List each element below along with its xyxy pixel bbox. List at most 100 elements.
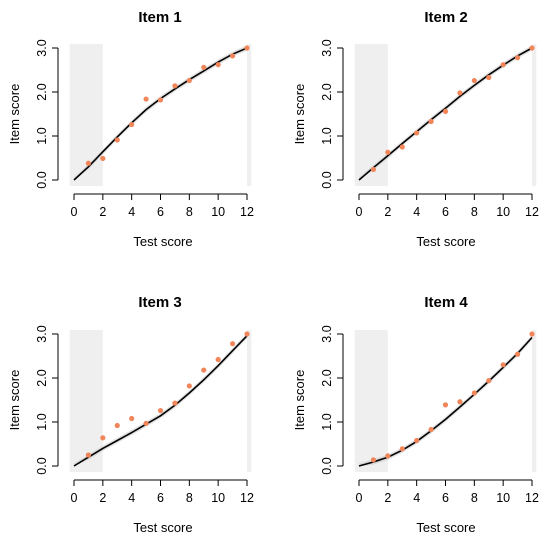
y-tick-label: 1.0 (320, 127, 334, 144)
data-point (129, 121, 135, 128)
x-tick-label: 12 (240, 491, 254, 505)
data-point (215, 62, 221, 68)
data-point (143, 96, 149, 102)
data-point (399, 446, 405, 452)
data-point (385, 149, 391, 155)
x-axis-label: Test score (416, 234, 475, 249)
data-point (143, 420, 149, 426)
panel-title: Item 2 (424, 9, 467, 26)
y-tick-label: 3.0 (35, 325, 49, 342)
data-point (385, 453, 391, 459)
data-point (370, 457, 377, 463)
y-tick-label: 0.0 (320, 457, 334, 474)
fitted-curve (73, 335, 248, 467)
panel-title: Item 3 (138, 294, 181, 311)
x-tick-label: 6 (157, 491, 164, 505)
y-axis-label: Item score (292, 84, 307, 145)
y-tick-label: 1.0 (320, 413, 334, 430)
data-point (457, 90, 463, 96)
y-tick-label: 2.0 (320, 83, 334, 100)
y-axis-label: Item score (7, 84, 22, 145)
x-tick-label: 10 (211, 491, 225, 505)
data-point (500, 62, 506, 68)
data-point (100, 435, 106, 441)
data-point (414, 437, 420, 444)
data-point (157, 407, 164, 414)
x-tick-label: 6 (442, 205, 449, 219)
y-tick-label: 3.0 (35, 39, 49, 56)
x-tick-label: 12 (525, 491, 539, 505)
data-point (85, 160, 92, 166)
y-tick-label: 0.0 (320, 171, 334, 188)
y-tick-label: 0.0 (35, 457, 49, 474)
data-point (457, 399, 463, 405)
data-point (500, 362, 506, 368)
panel-item-1: Item 1 Test score Item score 0 2 4 6 8 10 12 0.… (7, 9, 254, 249)
data-point (529, 331, 535, 337)
x-tick-label: 8 (186, 491, 193, 505)
x-tick-label: 4 (128, 491, 135, 505)
data-point (172, 83, 178, 89)
data-point (486, 74, 492, 81)
panel-item-4: Item 4 Test score Item score 0 2 4 6 8 10 12 0.… (292, 294, 539, 535)
data-point (414, 130, 420, 136)
shaded-region (247, 44, 252, 186)
data-point (399, 144, 405, 150)
data-point (244, 45, 250, 51)
data-point (471, 77, 477, 84)
data-point (244, 331, 250, 337)
x-tick-label: 12 (525, 205, 539, 219)
data-point (85, 452, 92, 458)
x-axis-label: Test score (133, 520, 192, 535)
data-point (215, 356, 221, 363)
shaded-region (69, 330, 103, 472)
x-tick-label: 6 (157, 205, 164, 219)
shaded-region (247, 330, 252, 472)
x-tick-label: 8 (186, 205, 193, 219)
x-tick-label: 10 (496, 205, 510, 219)
data-point (514, 55, 521, 61)
y-tick-label: 2.0 (35, 369, 49, 386)
x-tick-label: 10 (496, 491, 510, 505)
data-point (157, 97, 164, 103)
x-tick-label: 4 (413, 491, 420, 505)
y-tick-label: 1.0 (35, 413, 49, 430)
data-point (129, 415, 135, 422)
data-point (442, 108, 449, 114)
y-tick-label: 0.0 (35, 171, 49, 188)
data-point (186, 77, 192, 84)
x-tick-label: 0 (71, 491, 78, 505)
x-tick-label: 0 (71, 205, 78, 219)
x-tick-label: 0 (356, 205, 363, 219)
y-axis-label: Item score (292, 370, 307, 431)
data-point (114, 422, 120, 429)
panel-title: Item 1 (138, 9, 181, 26)
x-tick-label: 4 (413, 205, 420, 219)
shaded-region (532, 330, 537, 472)
shaded-region (354, 330, 388, 472)
panel-item-3: Item 3 Test score Item score 0 2 4 6 8 10 12 0.… (7, 294, 254, 535)
x-tick-label: 10 (211, 205, 225, 219)
x-tick-label: 12 (240, 205, 254, 219)
data-point (442, 402, 449, 408)
data-point (486, 378, 492, 384)
x-tick-label: 4 (128, 205, 135, 219)
panel-item-2: Item 2 Test score Item score 0 2 4 6 8 10 12 0.… (292, 9, 539, 249)
x-tick-label: 2 (384, 205, 391, 219)
data-point (229, 341, 236, 347)
x-tick-label: 8 (471, 491, 478, 505)
x-tick-label: 2 (384, 491, 391, 505)
shaded-region (532, 44, 537, 186)
y-tick-label: 3.0 (320, 325, 334, 342)
data-point (100, 155, 106, 162)
data-point (514, 351, 521, 357)
x-tick-label: 2 (99, 205, 106, 219)
data-point (201, 367, 207, 373)
data-point (172, 400, 178, 406)
confidence-band (359, 45, 532, 180)
x-tick-label: 6 (442, 491, 449, 505)
data-point (229, 53, 236, 59)
data-point (201, 64, 207, 70)
shaded-region (354, 44, 388, 186)
